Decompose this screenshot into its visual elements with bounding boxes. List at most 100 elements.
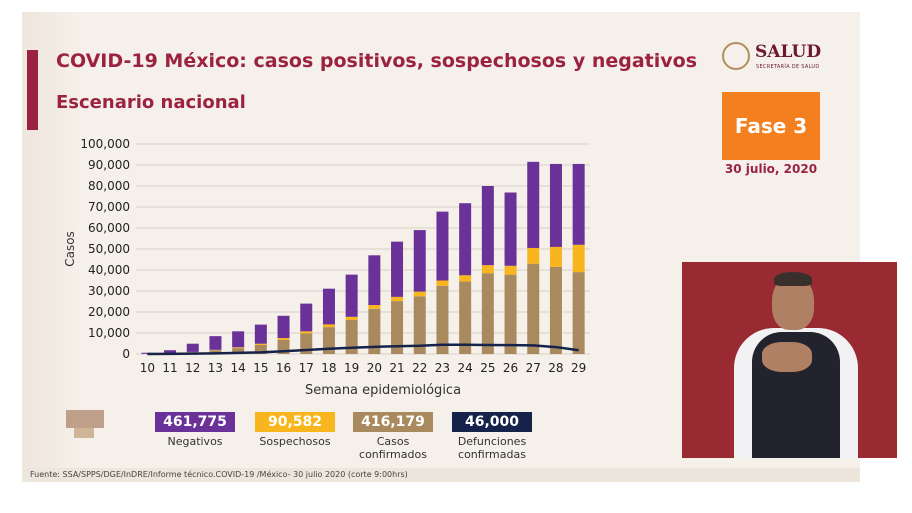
bar-segment <box>322 288 335 325</box>
bar-segment <box>254 343 267 345</box>
x-tick-label: 21 <box>389 361 404 375</box>
bar-segment <box>436 211 449 281</box>
legend-value-defunciones: 46,000 <box>452 412 532 432</box>
legend-label-sospechosos: Sospechosos <box>259 435 331 448</box>
bar-segment <box>549 163 562 247</box>
legend-value-confirmados: 416,179 <box>353 412 433 432</box>
bar-segment <box>572 272 585 354</box>
bar-segment <box>391 296 404 302</box>
bar-segment <box>254 344 267 354</box>
x-tick-label: 29 <box>571 361 586 375</box>
interpreter-hair <box>774 272 812 286</box>
historic-figures-icon <box>66 410 104 438</box>
salud-logo: SALUD SECRETARÍA DE SALUD <box>722 42 822 74</box>
bar-segment <box>549 246 562 267</box>
bar-segment <box>300 303 313 332</box>
bar-segment <box>391 241 404 297</box>
bar-segment <box>459 275 472 282</box>
x-tick-label: 10 <box>140 361 155 375</box>
source-note: Fuente: SSA/SPPS/DGE/InDRE/Informe técni… <box>26 468 860 482</box>
bar-segment <box>481 186 494 266</box>
bar-segment <box>232 331 245 348</box>
stacked-bar-chart: 0 10,000 20,000 30,000 40,000 50,000 60,000 70,… <box>63 137 590 398</box>
y-tick-label: 70,000 <box>88 200 130 214</box>
bar-segment <box>413 230 426 292</box>
x-tick-label: 24 <box>458 361 473 375</box>
bar-segment <box>504 192 517 266</box>
y-tick-label: 40,000 <box>88 263 130 277</box>
y-tick-label: 90,000 <box>88 158 130 172</box>
bar-segment <box>254 324 267 344</box>
x-tick-label: 23 <box>435 361 450 375</box>
x-tick-label: 26 <box>503 361 518 375</box>
bar-segment <box>436 280 449 286</box>
bar-segment <box>481 265 494 274</box>
x-tick-label: 16 <box>276 361 291 375</box>
y-tick-label: 80,000 <box>88 179 130 193</box>
y-tick-label: 20,000 <box>88 305 130 319</box>
logo-subtext: SECRETARÍA DE SALUD <box>756 64 820 70</box>
legend-label-negativos: Negativos <box>167 435 223 448</box>
bar-segment <box>368 308 381 354</box>
bar-segment <box>345 319 358 354</box>
logo-text: SALUD <box>755 42 822 62</box>
x-tick-label: 17 <box>299 361 314 375</box>
bar-segment <box>481 273 494 354</box>
y-tick-label: 30,000 <box>88 284 130 298</box>
national-seal-icon <box>722 42 750 70</box>
bar-segment <box>391 301 404 354</box>
bar-segment <box>413 296 426 354</box>
legend-item-sospechosos: 90,582 Sospechosos <box>255 412 335 448</box>
legend-value-negativos: 461,775 <box>155 412 235 432</box>
x-tick-label: 14 <box>231 361 246 375</box>
bar-segment <box>345 274 358 317</box>
x-tick-label: 18 <box>321 361 336 375</box>
bar-segment <box>527 161 540 248</box>
legend-item-confirmados: 416,179 Casos confirmados <box>353 412 433 461</box>
x-axis-label: Semana epidemiológica <box>305 383 461 398</box>
y-tick-label: 100,000 <box>80 137 130 151</box>
legend-label-defunciones: Defunciones confirmadas <box>457 435 527 461</box>
bar-segment <box>209 350 222 354</box>
x-tick-label: 19 <box>344 361 359 375</box>
legend-label-confirmados: Casos confirmados <box>359 435 427 461</box>
bar-segment <box>459 281 472 354</box>
x-tick-label: 15 <box>253 361 268 375</box>
bar-segment <box>436 285 449 354</box>
x-tick-label: 11 <box>162 361 177 375</box>
bar-segment <box>300 331 313 334</box>
x-tick-label: 22 <box>412 361 427 375</box>
x-tick-label: 20 <box>367 361 382 375</box>
bar-segment <box>527 263 540 354</box>
slide-subtitle: Escenario nacional <box>56 92 246 113</box>
y-tick-label: 60,000 <box>88 221 130 235</box>
bar-segment <box>504 265 517 275</box>
bar-segment <box>345 316 358 320</box>
x-tick-label: 27 <box>526 361 541 375</box>
bar-segment <box>164 350 177 354</box>
bar-segment <box>186 343 199 352</box>
y-tick-label: 50,000 <box>88 242 130 256</box>
bar-segment <box>322 327 335 354</box>
bar-segment <box>572 163 585 245</box>
x-tick-label: 12 <box>185 361 200 375</box>
y-tick-label: 10,000 <box>88 326 130 340</box>
legend-value-sospechosos: 90,582 <box>255 412 335 432</box>
bar-segment <box>277 338 290 340</box>
bar-segment <box>232 347 245 349</box>
bar-segment <box>277 315 290 339</box>
sign-language-interpreter-video <box>682 262 897 458</box>
interpreter-hands <box>762 342 812 372</box>
x-tick-label: 25 <box>480 361 495 375</box>
bar-segment <box>527 247 540 264</box>
x-tick-label: 28 <box>548 361 563 375</box>
legend-item-defunciones: 46,000 Defunciones confirmadas <box>452 412 532 461</box>
legend-item-negativos: 461,775 Negativos <box>155 412 235 448</box>
bar-segment <box>549 266 562 354</box>
bar-segment <box>504 274 517 354</box>
bar-segment <box>322 324 335 328</box>
phase-date: 30 julio, 2020 <box>724 162 818 176</box>
slide-title: COVID-19 México: casos positivos, sospec… <box>56 50 697 72</box>
bar-segment <box>209 336 222 350</box>
bar-segment <box>459 203 472 276</box>
